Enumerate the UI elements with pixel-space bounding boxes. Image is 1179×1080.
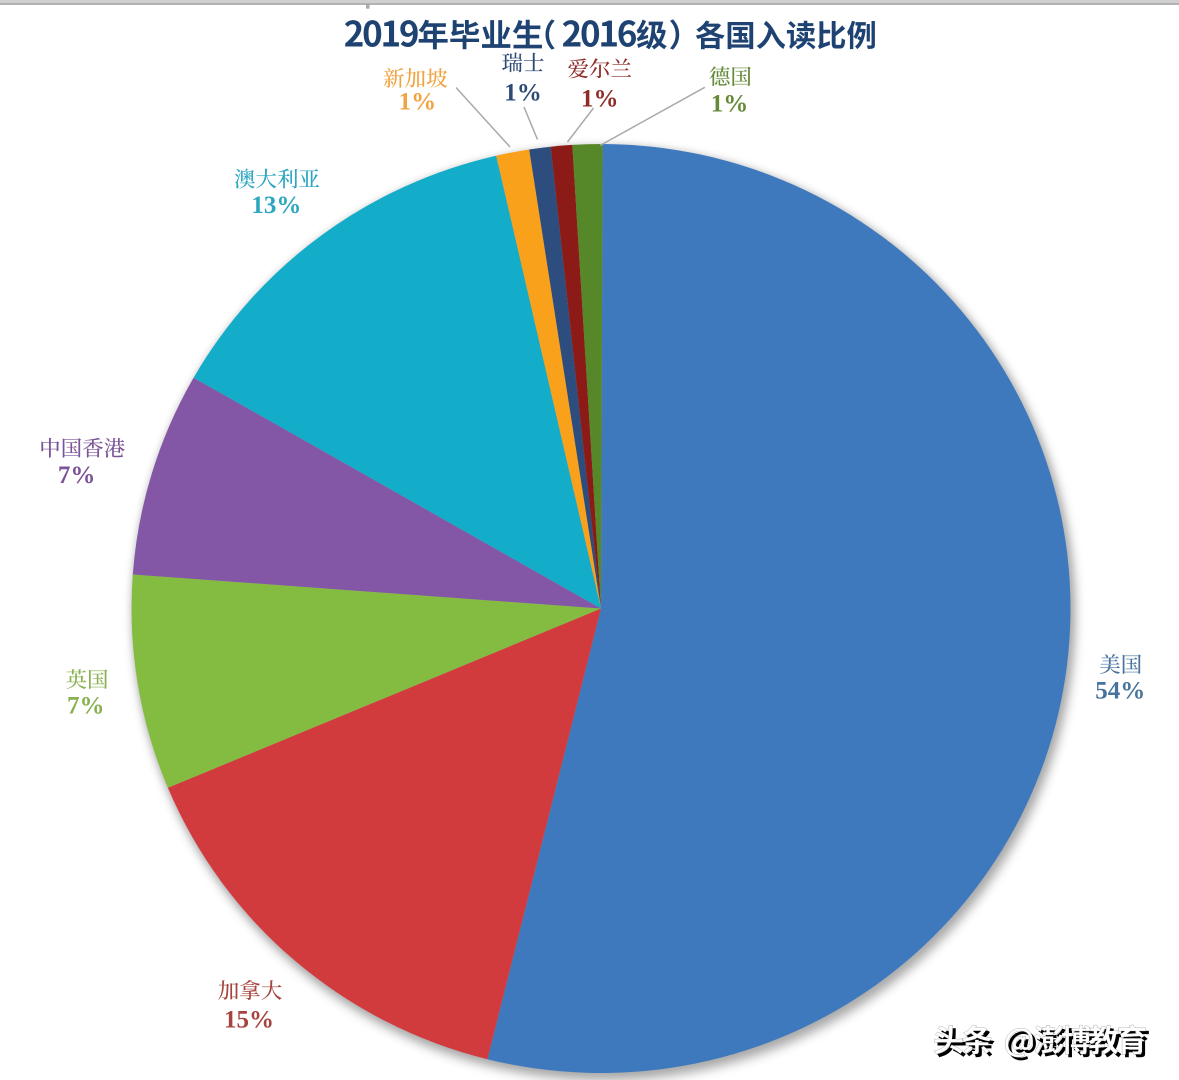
svg-text:54%: 54% <box>1095 678 1145 705</box>
svg-text:1%: 1% <box>711 90 749 117</box>
svg-text:13%: 13% <box>251 192 301 219</box>
svg-text:1%: 1% <box>581 86 619 113</box>
svg-text:15%: 15% <box>224 1007 274 1034</box>
svg-text:1%: 1% <box>504 80 542 107</box>
svg-text:1%: 1% <box>399 89 437 116</box>
svg-text:7%: 7% <box>58 462 96 489</box>
svg-text:7%: 7% <box>67 693 105 720</box>
